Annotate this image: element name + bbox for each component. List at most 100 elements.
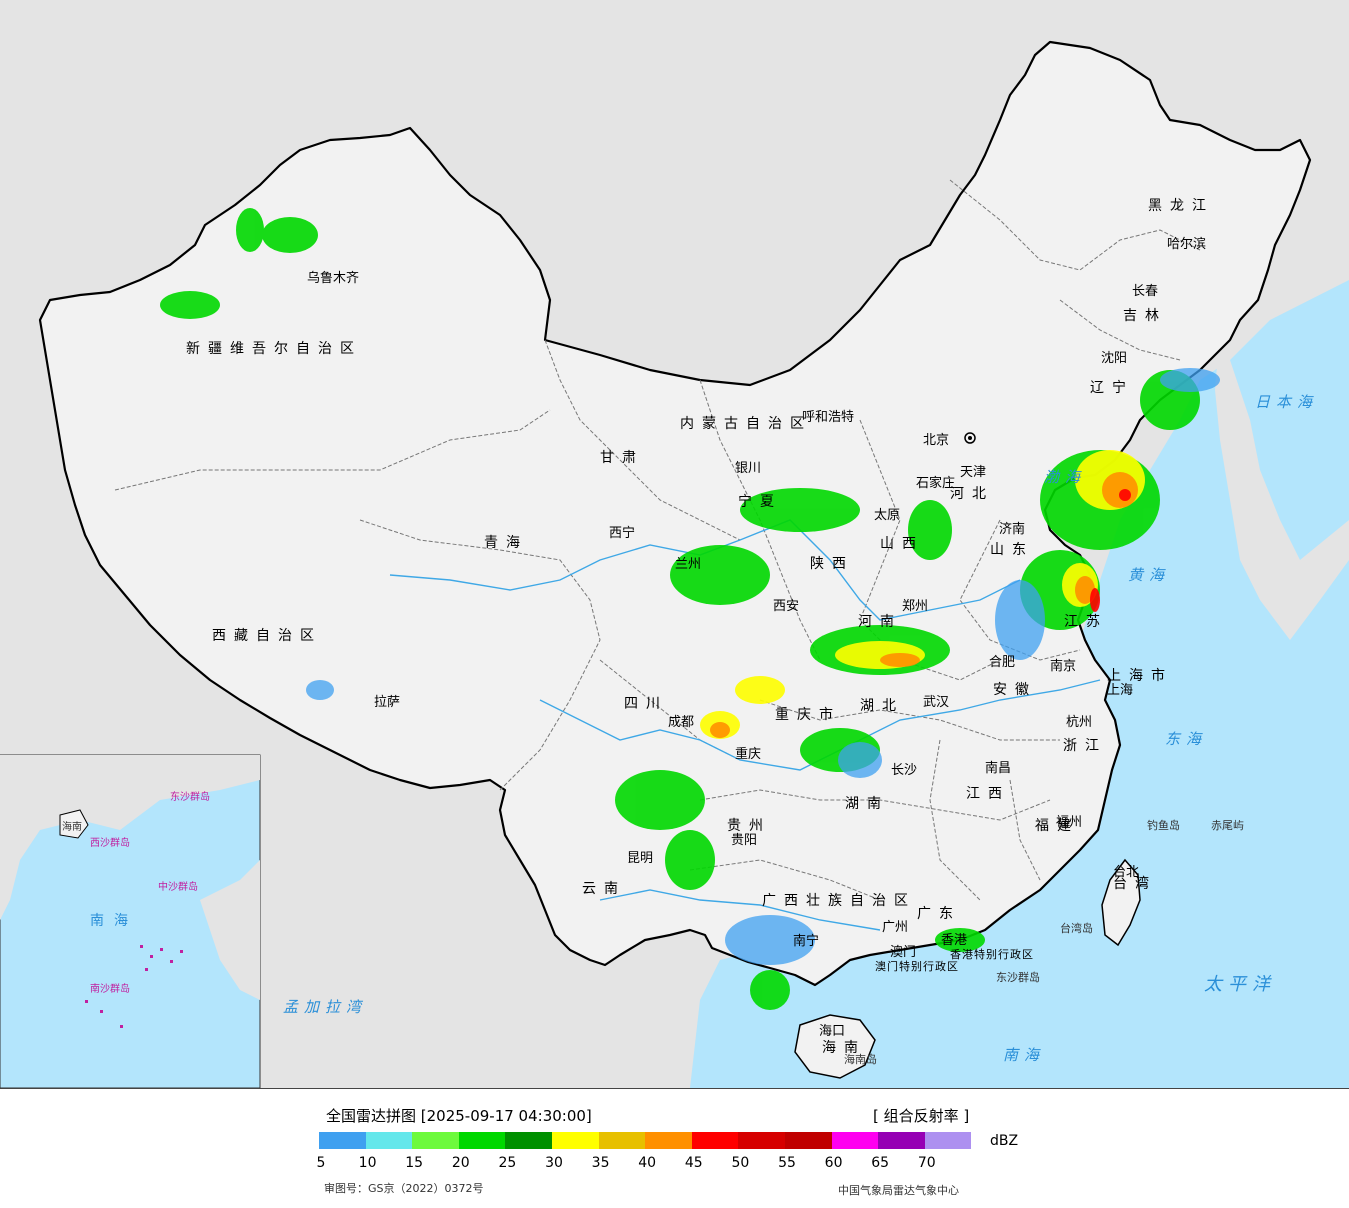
- scale-tick-label: 30: [545, 1155, 563, 1171]
- mosaic-title: 全国雷达拼图 [2025-09-17 04:30:00]: [326, 1107, 592, 1125]
- city-label: 昆明: [627, 851, 653, 866]
- scale-tick-label: 35: [591, 1155, 610, 1171]
- region-label: 河南: [858, 614, 902, 630]
- region-label: 湖北: [860, 698, 904, 714]
- color-swatch: [505, 1132, 552, 1149]
- sea-labels: 日本海 渤海 黄海 东海 太平洋 南海 孟加拉湾: [283, 393, 1318, 1064]
- region-label: 甘肃: [600, 450, 644, 466]
- scale-tick-label: 15: [405, 1155, 424, 1171]
- scale-tick-label: 25: [498, 1155, 517, 1171]
- inset-label: 南沙群岛: [90, 982, 130, 995]
- color-swatch: [878, 1132, 925, 1149]
- region-label: 福建: [1035, 818, 1079, 834]
- city-label: 济南: [999, 521, 1025, 537]
- capital-marker-icon: [964, 432, 976, 444]
- region-label: 重庆市: [775, 706, 841, 723]
- island-label: 台湾岛: [1060, 921, 1093, 935]
- sea-label: 东海: [1165, 730, 1207, 748]
- city-label: 乌鲁木齐: [307, 270, 359, 286]
- region-label: 台湾: [1113, 875, 1157, 892]
- scale-tick-label: 5: [316, 1155, 326, 1171]
- color-swatch: [551, 1132, 599, 1149]
- city-label: 南宁: [793, 933, 819, 949]
- region-label: 香港特别行政区: [950, 947, 1034, 961]
- color-swatch: [784, 1132, 832, 1149]
- sea-label: 太平洋: [1204, 974, 1276, 995]
- region-label: 海南: [822, 1040, 866, 1056]
- city-label: 北京: [923, 433, 949, 448]
- region-label: 江西: [966, 786, 1010, 802]
- city-label: 福州: [1056, 815, 1082, 830]
- china-map: 乌鲁木齐 拉萨 西宁 兰州 银川 呼和浩特 北京 天津 石家庄 太原 济南 西安…: [0, 0, 1349, 1088]
- city-label: 西安: [773, 599, 799, 614]
- taiwan-island: [1101, 858, 1141, 947]
- radar-echoes: [160, 208, 1220, 1010]
- city-label: 南京: [1050, 658, 1076, 674]
- scale-tick-label: 60: [824, 1155, 843, 1171]
- city-label: 合肥: [989, 655, 1015, 670]
- inset-label: 东沙群岛: [170, 790, 210, 803]
- city-label: 长沙: [891, 763, 917, 778]
- city-label: 成都: [668, 715, 694, 730]
- color-swatch: [691, 1132, 739, 1149]
- region-labels: 新疆维吾尔自治区 西藏自治区 青海 甘肃 四川 云南 贵州 广西壮族自治区 湖南…: [186, 198, 1214, 1056]
- south-china-sea-inset: 南海 西沙群岛 中沙群岛 南沙群岛 东沙群岛 海南: [0, 754, 261, 1088]
- region-label: 四川: [624, 696, 668, 712]
- unit-label: dBZ: [990, 1133, 1019, 1149]
- city-label: 武汉: [923, 695, 949, 710]
- region-label: 陕西: [810, 556, 854, 572]
- region-label: 山东: [990, 542, 1034, 558]
- sea-label: 孟加拉湾: [283, 998, 367, 1016]
- city-label: 海口: [819, 1024, 845, 1039]
- color-swatch: [365, 1132, 413, 1149]
- region-label: 吉林: [1123, 308, 1167, 324]
- sea-label: 南海: [1003, 1046, 1045, 1064]
- region-label: 上海市: [1107, 667, 1173, 684]
- inset-label: 南海: [90, 913, 138, 929]
- city-label: 贵阳: [731, 833, 757, 848]
- island-label: 东沙群岛: [996, 970, 1040, 984]
- legend-panel: 全国雷达拼图 [2025-09-17 04:30:00] [ 组合反射率 ] d…: [0, 1089, 1349, 1208]
- city-label: 广州: [882, 920, 908, 935]
- capital-dot-icon: [968, 436, 972, 440]
- city-label: 兰州: [675, 557, 701, 572]
- region-label: 河北: [950, 486, 994, 502]
- region-label: 贵州: [727, 818, 771, 834]
- city-label: 拉萨: [374, 695, 400, 710]
- region-label: 澳门特别行政区: [875, 959, 959, 973]
- city-label: 长春: [1132, 284, 1158, 299]
- region-label: 黑龙江: [1148, 198, 1214, 214]
- island-label: 赤尾屿: [1211, 819, 1244, 832]
- region-label: 广东: [917, 906, 961, 922]
- city-label: 澳门: [890, 944, 916, 960]
- scale-tick-label: 65: [871, 1155, 890, 1171]
- sea-label: 日本海: [1255, 393, 1318, 411]
- region-label: 广西壮族自治区: [762, 893, 916, 909]
- city-label: 太原: [874, 508, 900, 523]
- region-label: 云南: [582, 881, 626, 897]
- agency-credit: 中国气象局雷达气象中心: [838, 1184, 959, 1197]
- island-label: 海南岛: [844, 1052, 877, 1066]
- scale-tick-label: 20: [451, 1155, 470, 1171]
- island-labels: 钓鱼岛 赤尾屿 台湾岛 东沙群岛 海南岛: [844, 818, 1244, 1066]
- color-swatch: [645, 1132, 692, 1149]
- region-label: 安徽: [993, 682, 1037, 698]
- color-scale-ticks: 5 10 15 20 25 30 35 40 45 50 55 60 65 70: [316, 1155, 979, 1173]
- map-panel: 乌鲁木齐 拉萨 西宁 兰州 银川 呼和浩特 北京 天津 石家庄 太原 济南 西安…: [0, 0, 1349, 1089]
- region-label: 山西: [880, 536, 924, 552]
- east-sea: [1230, 280, 1349, 560]
- color-swatch: [924, 1132, 972, 1149]
- color-swatch: [412, 1132, 459, 1149]
- region-label: 内蒙古自治区: [680, 416, 812, 432]
- region-label: 江苏: [1064, 614, 1108, 630]
- city-label: 银川: [735, 461, 761, 476]
- region-label: 新疆维吾尔自治区: [186, 341, 362, 357]
- color-swatch: [831, 1132, 879, 1149]
- city-label: 重庆: [735, 746, 761, 762]
- city-label: 石家庄: [916, 475, 955, 491]
- city-label: 台北: [1113, 865, 1139, 880]
- scale-tick-label: 50: [731, 1155, 750, 1171]
- product-label: [ 组合反射率 ]: [873, 1107, 970, 1125]
- scale-tick-label: 55: [778, 1155, 796, 1171]
